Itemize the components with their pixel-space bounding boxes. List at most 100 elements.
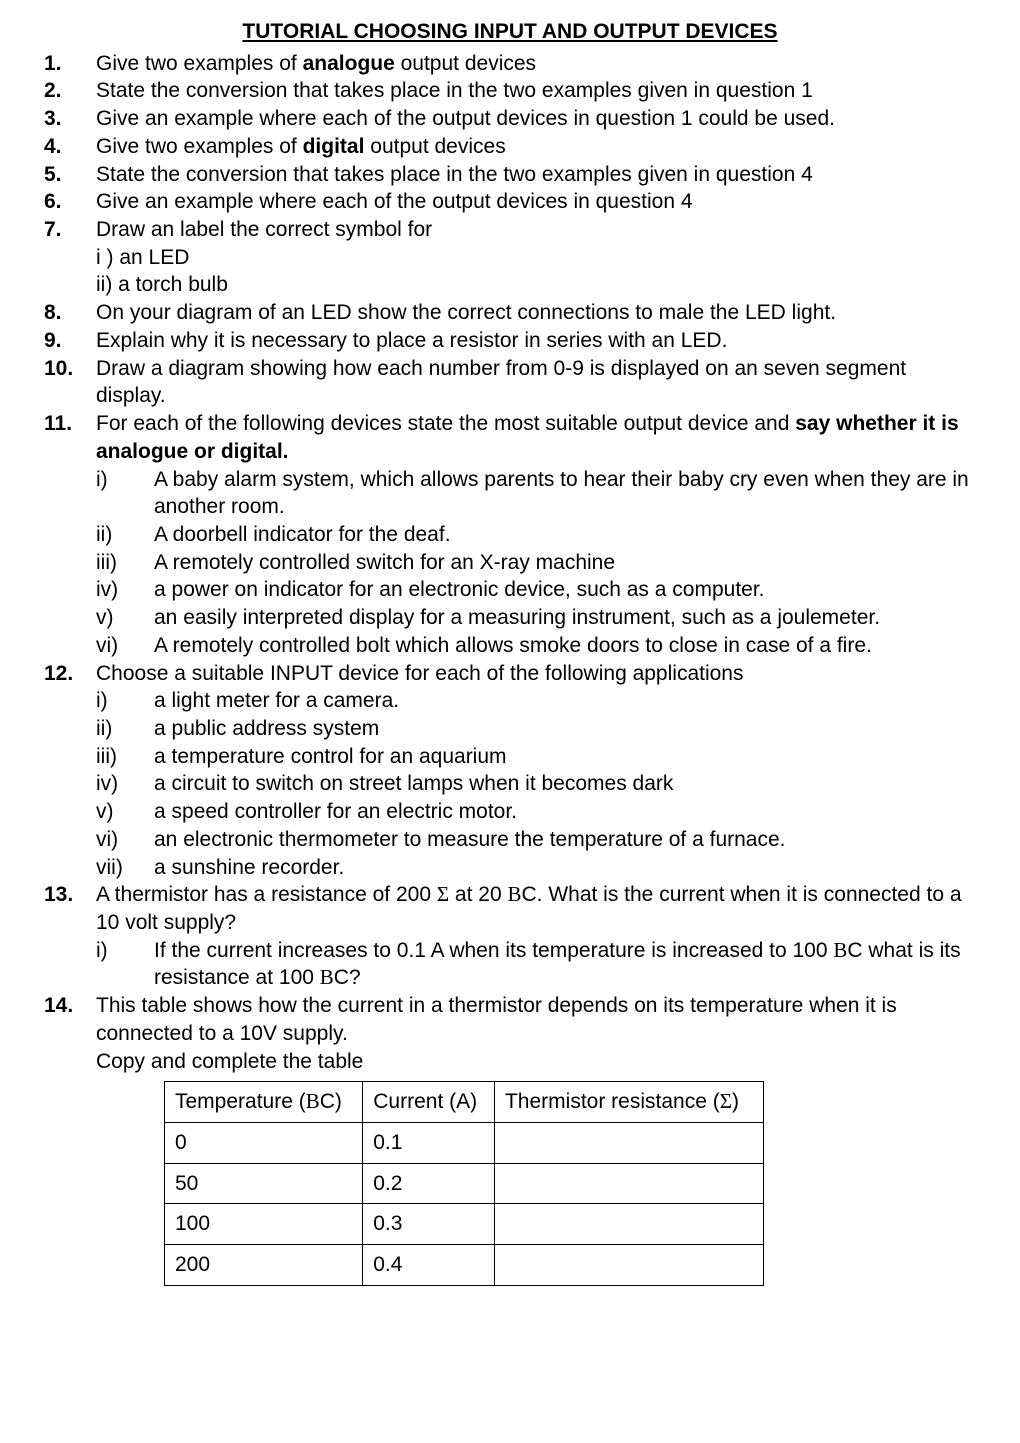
text: Temperature ( [175, 1090, 306, 1113]
text: output devices [395, 52, 536, 75]
ohm-symbol: Σ [437, 882, 449, 906]
sub-text: If the current increases to 0.1 A when i… [154, 937, 976, 992]
q11-body: For each of the following devices state … [96, 410, 976, 659]
q8-text: On your diagram of an LED show the corre… [96, 299, 976, 327]
q12-vi: vi)an electronic thermometer to measure … [96, 826, 976, 854]
ohm-symbol: Σ [720, 1089, 732, 1113]
q12-text: Choose a suitable INPUT device for each … [96, 662, 743, 685]
q12-iv: iv)a circuit to switch on street lamps w… [96, 770, 976, 798]
sub-text: a power on indicator for an electronic d… [154, 576, 976, 604]
q14-number: 14. [44, 992, 96, 1020]
cell-curr: 0.3 [363, 1204, 495, 1245]
question-8: 8. On your diagram of an LED show the co… [44, 299, 976, 327]
sub-text: a temperature control for an aquarium [154, 743, 976, 771]
sub-text: A baby alarm system, which allows parent… [154, 466, 976, 521]
q13-subs: i) If the current increases to 0.1 A whe… [96, 937, 976, 992]
q5-number: 5. [44, 161, 96, 189]
col-current: Current (A) [363, 1082, 495, 1123]
q12-v: v)a speed controller for an electric mot… [96, 798, 976, 826]
cell-curr: 0.4 [363, 1245, 495, 1286]
q7-text: Draw an label the correct symbol for [96, 218, 432, 241]
q3-text: Give an example where each of the output… [96, 105, 976, 133]
q12-number: 12. [44, 660, 96, 688]
sub-text: a public address system [154, 715, 976, 743]
degree-symbol: Β [320, 965, 334, 989]
col-resistance: Thermistor resistance (Σ) [494, 1082, 763, 1123]
q12-iii: iii)a temperature control for an aquariu… [96, 743, 976, 771]
q14-body: This table shows how the current in a th… [96, 992, 976, 1075]
q3-number: 3. [44, 105, 96, 133]
sub-key: iv) [96, 576, 154, 604]
question-list: 1. Give two examples of analogue output … [44, 50, 976, 1076]
page-title: TUTORIAL CHOOSING INPUT AND OUTPUT DEVIC… [44, 18, 976, 46]
sub-key: i) [96, 466, 154, 494]
col-temperature: Temperature (ΒC) [165, 1082, 363, 1123]
sub-text: a light meter for a camera. [154, 687, 976, 715]
q10-number: 10. [44, 355, 96, 383]
text: output devices [364, 135, 505, 158]
text: C? [334, 966, 361, 989]
table-row: 100 0.3 [165, 1204, 764, 1245]
q4-text: Give two examples of digital output devi… [96, 133, 976, 161]
text: Thermistor resistance ( [505, 1090, 720, 1113]
question-2: 2. State the conversion that takes place… [44, 77, 976, 105]
sub-key: vi) [96, 632, 154, 660]
sub-key: iii) [96, 549, 154, 577]
q13-number: 13. [44, 881, 96, 909]
q11-vi: vi)A remotely controlled bolt which allo… [96, 632, 976, 660]
q6-text: Give an example where each of the output… [96, 188, 976, 216]
q5-text: State the conversion that takes place in… [96, 161, 976, 189]
question-11: 11. For each of the following devices st… [44, 410, 976, 659]
table-row: 200 0.4 [165, 1245, 764, 1286]
sub-text: A doorbell indicator for the deaf. [154, 521, 976, 549]
question-4: 4. Give two examples of digital output d… [44, 133, 976, 161]
cell-res [494, 1123, 763, 1164]
q9-number: 9. [44, 327, 96, 355]
sub-key: ii) [96, 715, 154, 743]
q14-text: This table shows how the current in a th… [96, 994, 897, 1045]
q7-number: 7. [44, 216, 96, 244]
question-7: 7. Draw an label the correct symbol for … [44, 216, 976, 299]
sub-key: i) [96, 937, 154, 965]
q12-i: i)a light meter for a camera. [96, 687, 976, 715]
question-9: 9. Explain why it is necessary to place … [44, 327, 976, 355]
degree-symbol: Β [833, 938, 847, 962]
q2-text: State the conversion that takes place in… [96, 77, 976, 105]
sub-key: vi) [96, 826, 154, 854]
q4-number: 4. [44, 133, 96, 161]
sub-key: v) [96, 604, 154, 632]
text: C) [320, 1090, 342, 1113]
sub-key: iv) [96, 770, 154, 798]
q11-iv: iv)a power on indicator for an electroni… [96, 576, 976, 604]
cell-temp: 100 [165, 1204, 363, 1245]
q9-text: Explain why it is necessary to place a r… [96, 327, 976, 355]
table-row: 50 0.2 [165, 1163, 764, 1204]
sub-text: an electronic thermometer to measure the… [154, 826, 976, 854]
sub-key: ii) [96, 521, 154, 549]
table-header-row: Temperature (ΒC) Current (A) Thermistor … [165, 1082, 764, 1123]
q13-body: A thermistor has a resistance of 200 Σ a… [96, 881, 976, 992]
thermistor-table: Temperature (ΒC) Current (A) Thermistor … [164, 1081, 764, 1286]
q11-v: v)an easily interpreted display for a me… [96, 604, 976, 632]
q11-iii: iii)A remotely controlled switch for an … [96, 549, 976, 577]
q12-body: Choose a suitable INPUT device for each … [96, 660, 976, 882]
cell-res [494, 1245, 763, 1286]
cell-res [494, 1163, 763, 1204]
q12-vii: vii)a sunshine recorder. [96, 854, 976, 882]
cell-curr: 0.2 [363, 1163, 495, 1204]
sub-text: A remotely controlled bolt which allows … [154, 632, 976, 660]
bold-text: digital [303, 135, 365, 158]
text: A thermistor has a resistance of 200 [96, 883, 437, 906]
q14-text2: Copy and complete the table [96, 1050, 363, 1073]
q1-text: Give two examples of analogue output dev… [96, 50, 976, 78]
q11-subs: i)A baby alarm system, which allows pare… [96, 466, 976, 660]
question-6: 6. Give an example where each of the out… [44, 188, 976, 216]
cell-curr: 0.1 [363, 1123, 495, 1164]
q11-i: i)A baby alarm system, which allows pare… [96, 466, 976, 521]
question-3: 3. Give an example where each of the out… [44, 105, 976, 133]
bold-text: analogue [303, 52, 395, 75]
text: Give two examples of [96, 52, 303, 75]
degree-symbol: Β [507, 882, 521, 906]
question-13: 13. A thermistor has a resistance of 200… [44, 881, 976, 992]
sub-text: a sunshine recorder. [154, 854, 976, 882]
